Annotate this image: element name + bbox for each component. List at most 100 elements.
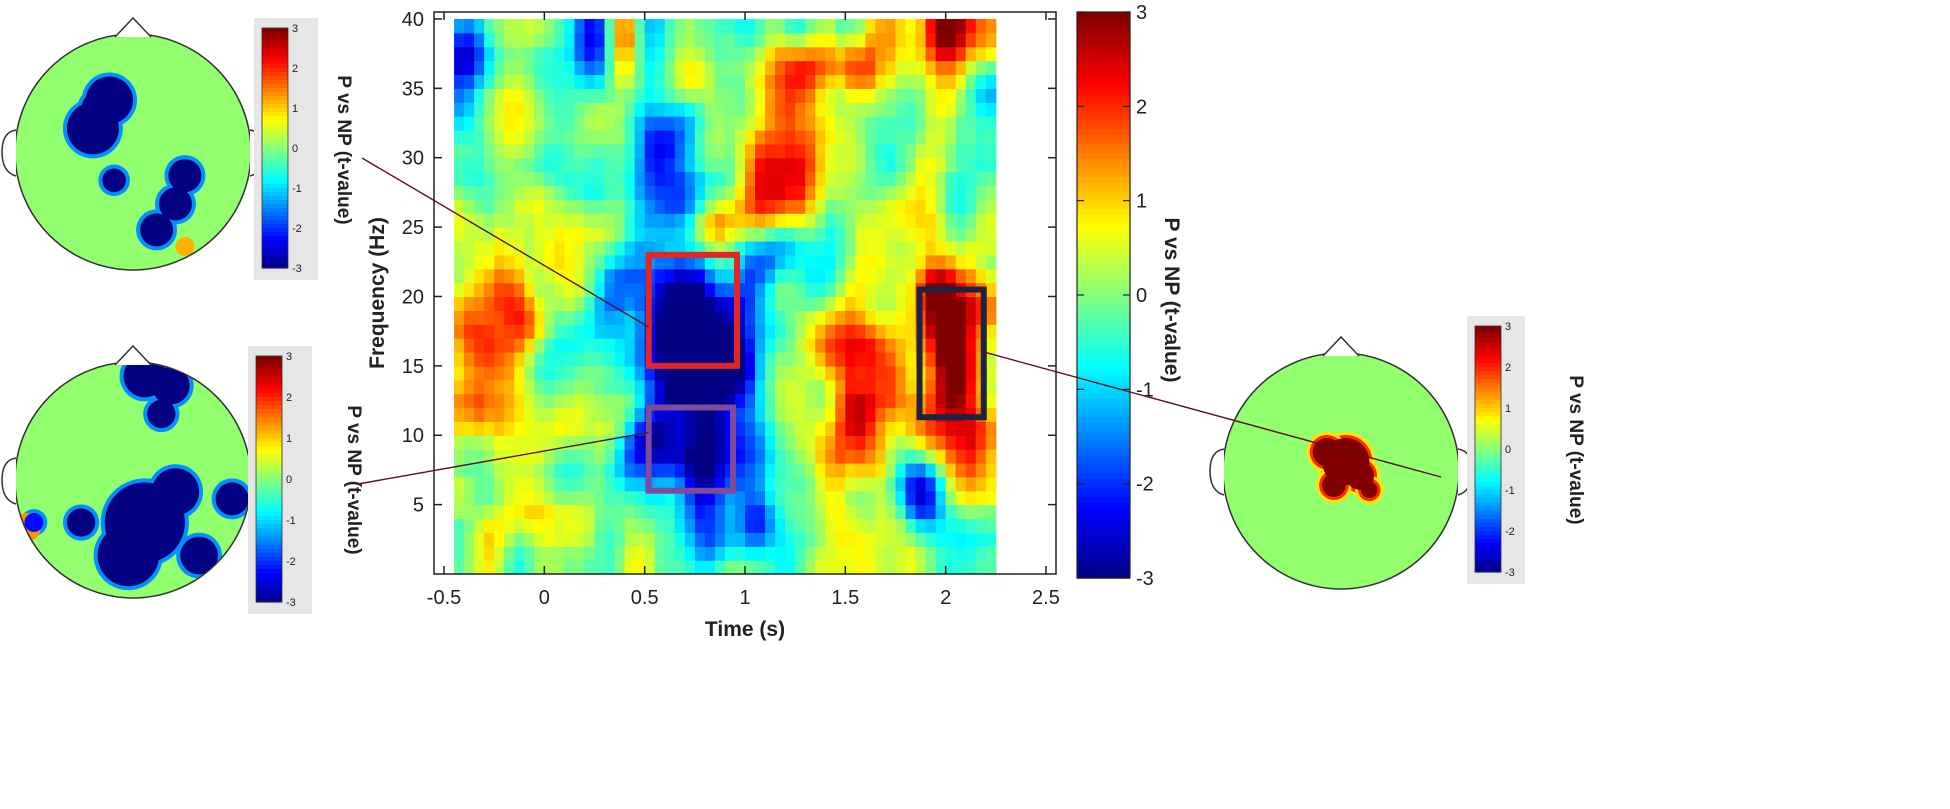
heatmap-cell (544, 324, 555, 339)
heatmap-cell (905, 490, 917, 506)
heatmap-cell (835, 449, 846, 464)
colorbar-step (1475, 535, 1501, 540)
heatmap-cell (474, 407, 485, 422)
heatmap-cell (464, 157, 475, 173)
colorbar-tick-label: -3 (292, 263, 302, 275)
heatmap-cell (895, 46, 907, 62)
heatmap-cell (584, 88, 596, 103)
heatmap-cell (895, 379, 907, 395)
colorbar-step (256, 581, 282, 587)
heatmap-cell (574, 129, 586, 145)
heatmap-cell (945, 435, 957, 450)
heatmap-cell (544, 518, 555, 533)
heatmap-cell (714, 268, 726, 284)
colorbar-step (256, 552, 282, 558)
heatmap-cell (674, 157, 686, 173)
heatmap-cell (855, 185, 866, 200)
colorbar-step (1077, 544, 1130, 551)
heatmap-cell (544, 102, 555, 117)
heatmap-cell (524, 560, 535, 575)
heatmap-cell (704, 282, 716, 298)
heatmap-cell (534, 490, 545, 506)
colorbar-step (1475, 531, 1501, 536)
heatmap-cell (604, 74, 616, 89)
heatmap-cell (544, 88, 555, 103)
heatmap-cell (704, 185, 716, 200)
heatmap-cell (684, 74, 696, 89)
heatmap-cell (624, 227, 636, 242)
heatmap-cell (664, 310, 676, 325)
colorbar-step (256, 569, 282, 574)
colorbar-step (1475, 379, 1501, 384)
heatmap-cell (925, 532, 937, 547)
colorbar-step (1077, 96, 1130, 103)
heatmap-cell (644, 18, 656, 34)
heatmap-cell (855, 338, 866, 353)
colorbar-step (262, 60, 288, 65)
heatmap-cell (614, 518, 626, 533)
heatmap-cell (835, 157, 846, 173)
heatmap-cell (855, 282, 866, 298)
heatmap-cell (805, 46, 816, 62)
heatmap-cell (915, 449, 927, 464)
colorbar-tick-label: -2 (1136, 474, 1154, 496)
heatmap-cell (514, 213, 525, 228)
heatmap-cell (634, 199, 646, 214)
heatmap-cell (454, 421, 465, 436)
heatmap-cell (895, 338, 907, 353)
heatmap-cell (895, 254, 907, 270)
heatmap-cell (724, 143, 736, 159)
heatmap-cell (945, 476, 957, 492)
heatmap-cell (554, 199, 566, 214)
highlight-box-purple (645, 404, 736, 494)
colorbar-step (262, 96, 288, 101)
heatmap-cell (905, 476, 917, 492)
heatmap-cell (835, 490, 846, 506)
heatmap-cell (504, 60, 515, 76)
heatmap-cell (795, 462, 806, 478)
colorbar-step (1077, 356, 1130, 362)
heatmap-cell (745, 462, 756, 478)
heatmap-cell (704, 310, 716, 325)
heatmap-cell (935, 296, 947, 311)
heatmap-cell (514, 199, 525, 214)
heatmap-cell (845, 421, 856, 436)
heatmap-cell (724, 74, 736, 89)
heatmap-cell (534, 310, 545, 325)
heatmap-cell (614, 171, 626, 187)
heatmap-cell (955, 421, 967, 436)
heatmap-cell (504, 227, 515, 242)
heatmap-cell (594, 46, 606, 62)
colorbar-label: P vs NP (t-value) (333, 75, 354, 224)
heatmap-cell (664, 240, 676, 256)
heatmap-cell (745, 546, 756, 561)
heatmap-cell (604, 365, 616, 381)
y-tick-label: 15 (402, 356, 424, 378)
heatmap-cell (895, 351, 907, 367)
heatmap-cell (985, 532, 997, 547)
heatmap-cell (855, 324, 866, 339)
heatmap-cell (755, 462, 766, 478)
heatmap-cell (935, 129, 947, 145)
colorbar-step (256, 515, 282, 521)
heatmap-cell (634, 268, 646, 284)
colorbar-step (1077, 59, 1130, 65)
heatmap-cell (584, 546, 596, 561)
heatmap-cell (644, 157, 656, 173)
heatmap-cell (574, 338, 586, 353)
heatmap-cell (484, 60, 495, 76)
heatmap-cell (654, 74, 666, 89)
heatmap-cell (795, 296, 806, 311)
colorbar-step (1475, 326, 1501, 331)
heatmap-cell (594, 490, 606, 506)
heatmap-cell (644, 518, 656, 533)
heatmap-cell (714, 240, 726, 256)
heatmap-cell (895, 199, 907, 214)
heatmap-cell (835, 407, 846, 422)
heatmap-cell (815, 227, 826, 242)
heatmap-cell (825, 268, 836, 284)
heatmap-cell (825, 435, 836, 450)
heatmap-cell (634, 88, 646, 103)
colorbar-step (262, 56, 288, 61)
